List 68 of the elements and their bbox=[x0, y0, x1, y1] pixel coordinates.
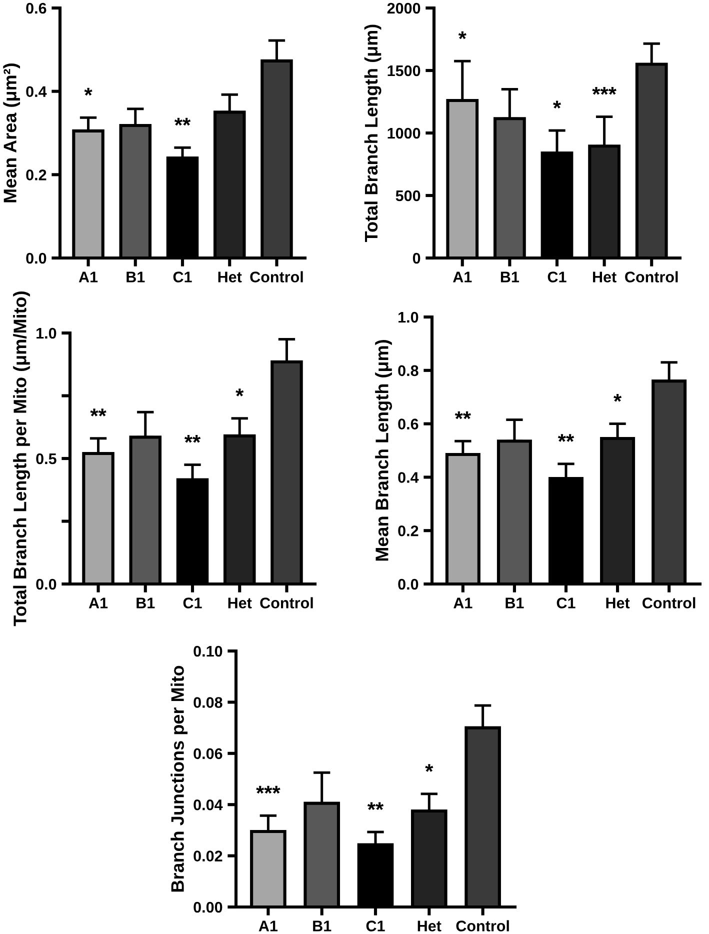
x-tick-label: Het bbox=[218, 272, 242, 282]
y-tick-label: 0.0 bbox=[398, 578, 418, 590]
y-tick-label: 1000 bbox=[388, 128, 420, 139]
data-label: *** bbox=[592, 86, 616, 95]
x-tick-label: Control bbox=[625, 271, 678, 282]
x-tick-label: Het bbox=[418, 920, 442, 932]
y-tick-label: 0.0 bbox=[26, 252, 46, 264]
y-tick-label: 0.02 bbox=[194, 850, 222, 862]
y-tick-label: 0.6 bbox=[26, 2, 46, 14]
y-tick-label: 2000 bbox=[387, 2, 420, 14]
data-label: * bbox=[614, 394, 622, 402]
y-tick-label: 0.04 bbox=[194, 799, 223, 810]
x-tick-label: A1 bbox=[88, 598, 108, 608]
x-tick-label: Het bbox=[593, 272, 616, 282]
x-tick-label: Control bbox=[250, 271, 303, 282]
x-tick-label: C1 bbox=[366, 920, 385, 932]
y-tick-label: 0.06 bbox=[194, 748, 222, 760]
y-tick-label: 500 bbox=[396, 190, 420, 202]
y-tick-label: 0.2 bbox=[398, 525, 418, 536]
data-label: ** bbox=[454, 411, 472, 420]
y-tick-label: 0.6 bbox=[398, 418, 418, 430]
x-tick-label: Het bbox=[606, 598, 630, 608]
x-tick-label: C1 bbox=[173, 272, 192, 282]
data-label: ** bbox=[174, 118, 191, 126]
data-label: * bbox=[553, 100, 562, 108]
y-tick-label: 0.4 bbox=[26, 86, 47, 98]
y-tick-label: 1500 bbox=[388, 65, 420, 76]
x-tick-label: C1 bbox=[548, 272, 566, 282]
data-label: * bbox=[236, 388, 244, 396]
x-tick-label: B1 bbox=[313, 920, 332, 932]
data-label: *** bbox=[256, 786, 280, 794]
data-label: * bbox=[425, 764, 434, 772]
x-tick-label: Control bbox=[642, 597, 696, 608]
data-label: * bbox=[458, 31, 466, 40]
y-tick-label: 0.4 bbox=[398, 472, 419, 483]
y-tick-label: 0.10 bbox=[194, 646, 222, 657]
x-tick-label: B1 bbox=[506, 598, 524, 608]
x-tick-label: A1 bbox=[454, 598, 472, 608]
y-axis-title: Branch Junctions per Mito bbox=[170, 666, 188, 892]
y-axis-title: Total Branch Length (μm) bbox=[364, 24, 382, 242]
x-tick-label: A1 bbox=[78, 272, 98, 282]
x-tick-label: A1 bbox=[453, 272, 472, 282]
data-label: ** bbox=[367, 802, 384, 810]
y-tick-label: 0.8 bbox=[398, 365, 418, 376]
y-tick-label: 1.0 bbox=[36, 328, 56, 339]
x-tick-label: Control bbox=[260, 597, 313, 608]
x-tick-label: C1 bbox=[556, 598, 576, 608]
y-tick-label: 0.0 bbox=[36, 578, 56, 590]
x-tick-label: B1 bbox=[136, 598, 155, 608]
y-tick-label: 0 bbox=[412, 252, 420, 264]
y-tick-label: 0.00 bbox=[194, 902, 222, 913]
y-tick-label: 0.08 bbox=[194, 697, 222, 708]
data-label: * bbox=[84, 88, 92, 96]
y-axis-title: Mean Branch Length (μm) bbox=[375, 340, 392, 561]
y-tick-label: 1.0 bbox=[398, 312, 418, 323]
x-tick-label: A1 bbox=[258, 920, 278, 932]
x-tick-label: B1 bbox=[500, 272, 520, 282]
data-label: ** bbox=[184, 435, 201, 443]
x-tick-label: B1 bbox=[126, 272, 145, 282]
y-axis-title: Total Branch Length per Mito (μm/Mito) bbox=[13, 292, 30, 626]
x-tick-label: C1 bbox=[183, 598, 202, 608]
y-tick-label: 0.2 bbox=[26, 170, 46, 180]
y-tick-label: 0.5 bbox=[36, 453, 56, 464]
x-tick-label: Control bbox=[456, 920, 509, 932]
x-tick-label: Het bbox=[228, 598, 252, 608]
data-label: ** bbox=[90, 408, 106, 416]
data-label: ** bbox=[558, 434, 574, 442]
y-axis-title: Mean Area (μm²) bbox=[3, 63, 20, 202]
